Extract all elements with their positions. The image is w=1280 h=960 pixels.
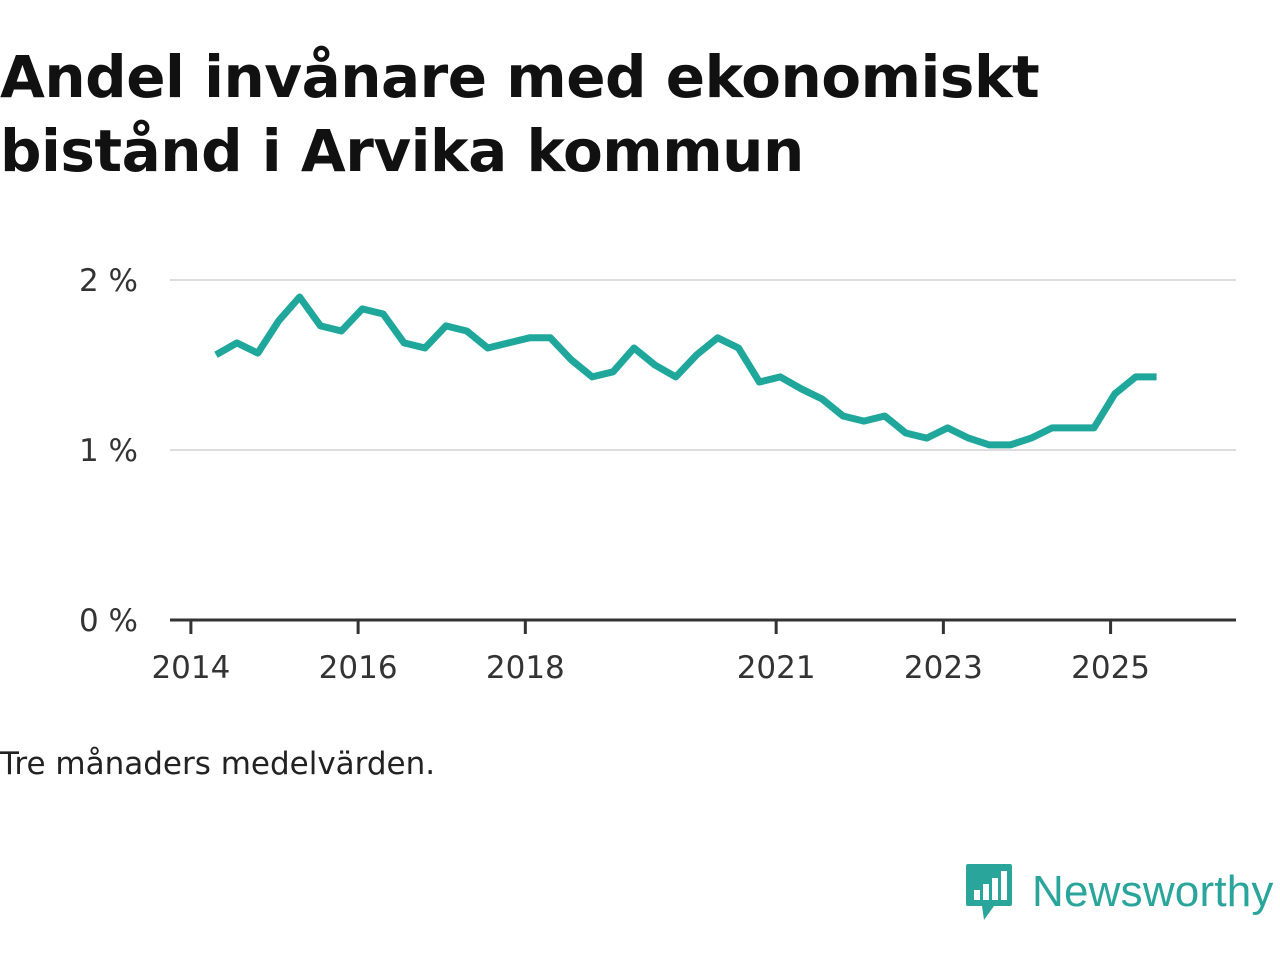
data-point — [736, 345, 742, 351]
data-point — [903, 430, 909, 436]
data-point — [840, 413, 846, 419]
data-point — [422, 345, 428, 351]
series-line-0 — [214, 293, 1157, 449]
brand-name: Newsworthy — [1032, 867, 1274, 916]
brand-logo: Newsworthy — [964, 862, 1274, 922]
data-point — [443, 323, 449, 329]
data-point — [945, 425, 951, 431]
chart-title: Andel invånare med ekonomiskt bistånd i … — [0, 43, 1040, 185]
x-tick-label: 2016 — [319, 650, 398, 686]
chart-footnote: Tre månaders medelvärden. — [0, 746, 436, 782]
data-point — [485, 345, 491, 351]
data-point — [255, 350, 261, 356]
data-point — [1049, 425, 1055, 431]
y-tick-label: 0 % — [79, 603, 138, 639]
data-point — [1007, 442, 1013, 448]
data-point — [694, 352, 700, 358]
x-tick-label: 2023 — [904, 650, 983, 686]
data-point — [1133, 374, 1139, 380]
data-point — [924, 435, 930, 441]
data-point — [986, 442, 992, 448]
data-point — [568, 357, 574, 363]
data-point — [819, 396, 825, 402]
data-point — [213, 352, 219, 358]
data-point — [338, 328, 344, 334]
data-point — [1154, 374, 1160, 380]
data-point — [715, 335, 721, 341]
y-tick-label: 1 % — [79, 433, 138, 469]
data-point — [1112, 391, 1118, 397]
x-tick-label: 2018 — [486, 650, 565, 686]
x-tick-label: 2021 — [737, 650, 816, 686]
data-point — [547, 335, 553, 341]
data-point — [506, 340, 512, 346]
data-point — [380, 311, 386, 317]
data-point — [276, 318, 282, 324]
data-point — [861, 418, 867, 424]
data-point — [652, 362, 658, 368]
series-layer — [213, 293, 1160, 449]
x-tick-label: 2014 — [151, 650, 230, 686]
newsworthy-logo-icon — [966, 864, 1012, 920]
data-point — [882, 413, 888, 419]
data-point — [966, 435, 972, 441]
y-axis-labels: 0 % 1 % 2 % — [79, 263, 138, 639]
data-point — [401, 340, 407, 346]
data-point — [589, 374, 595, 380]
data-point — [297, 294, 303, 300]
data-point — [673, 374, 679, 380]
data-point — [610, 369, 616, 375]
data-point — [777, 374, 783, 380]
data-point — [464, 328, 470, 334]
grid-lines — [170, 279, 1236, 451]
data-point — [631, 345, 637, 351]
data-point — [1091, 425, 1097, 431]
data-point — [234, 340, 240, 346]
data-point — [318, 323, 324, 329]
data-point — [798, 386, 804, 392]
data-point — [1028, 435, 1034, 441]
data-point — [359, 306, 365, 312]
x-axis: 2014 2016 2018 2021 2023 2025 — [151, 618, 1236, 686]
data-point — [527, 335, 533, 341]
x-tick-label: 2025 — [1071, 650, 1150, 686]
data-point — [1070, 425, 1076, 431]
y-tick-label: 2 % — [79, 263, 138, 299]
data-point — [756, 379, 762, 385]
